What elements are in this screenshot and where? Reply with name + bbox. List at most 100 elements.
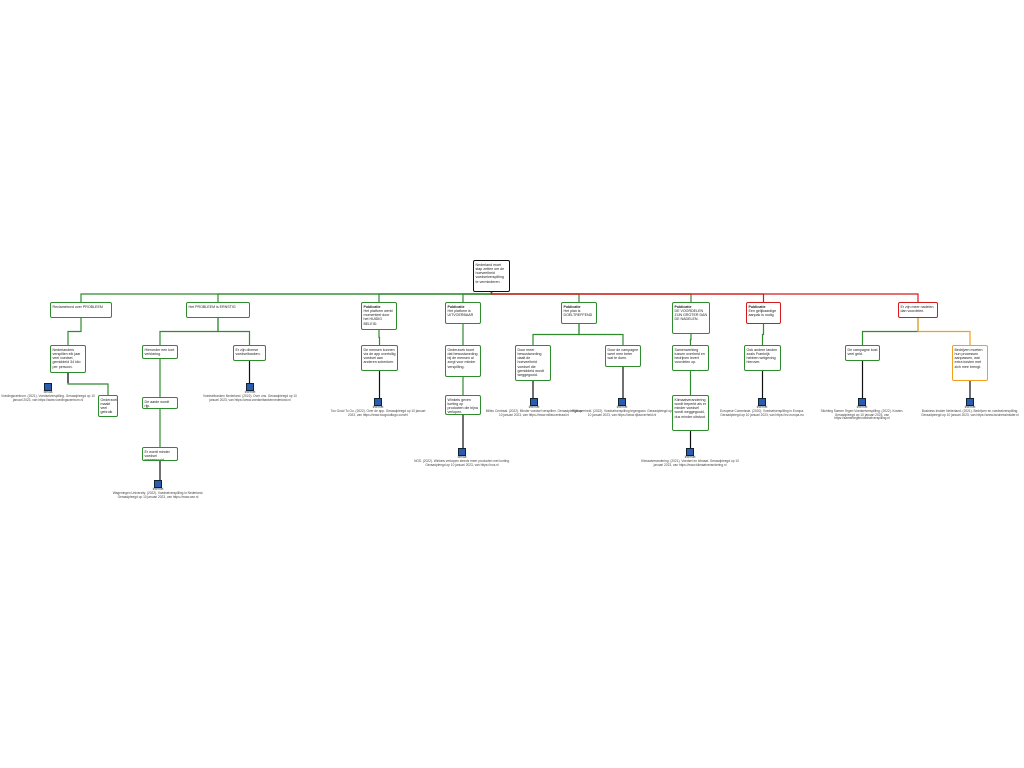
claim-text: Reclamebord over PROBLEEM	[52, 304, 103, 309]
claim-text: Samenwerking tussen overheid en bedrijve…	[674, 347, 705, 365]
source: Internet Europese Commissie. (2020). Voed…	[712, 398, 812, 417]
source-icon	[758, 398, 766, 406]
claim-box: Samenwerking tussen overheid en bedrijve…	[672, 345, 709, 371]
source-citation: Klimaatverandering. (2021). Voedsel en k…	[641, 458, 739, 467]
claim-box: Publicatie Het plan is DOELTREFFEND	[561, 302, 597, 324]
source-icon	[966, 398, 974, 406]
source-type: Internet	[856, 405, 868, 409]
claim-head: Publicatie	[447, 304, 465, 309]
connector	[490, 292, 919, 302]
claim-box: Nederland moet stap zetten om de hoeveel…	[473, 260, 510, 292]
source-type: Internet	[756, 405, 768, 409]
connector	[917, 318, 971, 345]
connector	[761, 324, 765, 345]
source: Internet Stichting Samen Tegen Voedselver…	[812, 398, 912, 421]
claim-head: Publicatie	[748, 304, 766, 309]
claim-text: Klimaatverandering wordt beperkt als er …	[674, 397, 707, 419]
claim-box: Ook andere landen zoals Frankrijk hebben…	[744, 345, 781, 371]
source-citation: Wageningen University. (2022). Voedselve…	[112, 490, 204, 499]
claim-box: Er zijn diverse voedselbanken.	[233, 345, 266, 361]
claim-text: Door meer bewustwording daalt de hoeveel…	[517, 347, 544, 378]
source-type: Internet	[244, 390, 256, 394]
source-type: Internet	[152, 487, 164, 491]
source-citation: Europese Commissie. (2020). Voedselversp…	[720, 408, 804, 417]
connector	[159, 318, 219, 345]
claim-text: Bedrijven moeten hun processen aanpassen…	[954, 347, 983, 369]
claim-text: Er zijn meer nadelen dan voordelen.	[900, 304, 934, 313]
claim-box: De mensen kunnen via de app overtollig v…	[361, 345, 398, 371]
source-icon	[44, 383, 52, 391]
connector	[462, 292, 493, 302]
claim-text: De mensen kunnen via de app overtollig v…	[363, 347, 396, 365]
claim-text: Ook andere landen zoals Frankrijk hebben…	[746, 347, 778, 365]
claim-box: Onderzoek toont dat bewustwording bij de…	[445, 345, 481, 377]
source-type: Internet	[684, 455, 696, 459]
source: Media NOS. (2022). Winkels verkopen steed…	[412, 448, 512, 467]
source-icon	[686, 448, 694, 456]
source-citation: Milieu Centraal. (2022). Minder voedsel …	[485, 408, 583, 417]
source-type: Internet	[964, 405, 976, 409]
claim-text: Een gelijkaardige aanpak is nodig	[748, 308, 777, 318]
source: Internet Too Good To Go. (2022). Over de …	[328, 398, 428, 417]
claim-text: De aarde wordt rijp.	[144, 399, 170, 408]
claim-text: Hieronder een kort verklaring.	[144, 347, 175, 356]
claim-text: Winkels geven korting op producten die b…	[447, 397, 478, 415]
source-citation: Voedselbanken Nederland. (2022). Over on…	[203, 393, 297, 402]
connector	[689, 334, 692, 345]
claim-box: Er zijn meer nadelen dan voordelen.	[898, 302, 938, 318]
source: Internet Wageningen University. (2022). V…	[108, 480, 208, 499]
source: Internet Milieu Centraal. (2022). Minder …	[484, 398, 584, 417]
source-icon	[530, 398, 538, 406]
source: Internet Klimaatverandering. (2021). Voed…	[640, 448, 740, 467]
claim-box: Door de campagne weet men beter wat te d…	[605, 345, 641, 367]
source-icon	[858, 398, 866, 406]
claim-text: Nederlanders verspillen elk jaar veel vo…	[52, 347, 81, 369]
source-icon	[374, 398, 382, 406]
connector	[217, 318, 251, 345]
source-citation: Business Insider Nederland. (2021). Bedr…	[921, 408, 1019, 417]
claim-box: De campagne kost veel geld.	[845, 345, 880, 361]
claim-box: Hieronder een kort verklaring.	[142, 345, 178, 359]
connector	[378, 330, 381, 345]
claim-box: Publicatie Het platform is UITVOERBAAR	[445, 302, 481, 324]
source-icon	[246, 383, 254, 391]
source-type: Internet	[372, 405, 384, 409]
claim-text: Er wordt minder voedsel weggegooid.	[144, 449, 170, 461]
source: Internet Rijksoverheid. (2022). Voedselve…	[572, 398, 672, 417]
claim-text: Door de campagne weet men beter wat te d…	[607, 347, 639, 361]
claim-box: Reclamebord over PROBLEEM	[50, 302, 112, 318]
claim-text: Er zijn diverse voedselbanken.	[235, 347, 261, 356]
source-type: Media	[457, 455, 467, 459]
connector	[861, 318, 919, 345]
connector	[67, 318, 82, 345]
claim-head: Publicatie	[674, 304, 692, 309]
claim-box: Publicatie Het platform werkt momenteel d…	[361, 302, 397, 330]
claim-box: De aarde wordt rijp.	[142, 397, 178, 409]
source-icon	[618, 398, 626, 406]
claim-text: Onderzoek toont dat bewustwording bij de…	[447, 347, 478, 369]
claim-box: Onderzoek maakt veel gebruik van foto's …	[98, 395, 118, 417]
source-citation: NOS. (2022). Winkels verkopen steeds mee…	[414, 458, 510, 467]
source-icon	[458, 448, 466, 456]
claim-text: De campagne kost veel geld.	[847, 347, 878, 356]
claim-box: Er wordt minder voedsel weggegooid.	[142, 447, 178, 461]
source: Media Voedingscentrum. (2021). Voedselver…	[0, 383, 98, 402]
claim-box: Winkels geven korting op producten die b…	[445, 395, 481, 415]
claim-box: Bedrijven moeten hun processen aanpassen…	[952, 345, 988, 381]
claim-box: Nederlanders verspillen elk jaar veel vo…	[50, 345, 86, 373]
claim-head: Publicatie	[363, 304, 381, 309]
source-type: Internet	[616, 405, 628, 409]
claim-text: Nederland moet stap zetten om de hoeveel…	[475, 262, 505, 284]
claim-text: Onderzoek maakt veel gebruik van foto's …	[100, 397, 118, 417]
claim-text: Het PROBLEEM is ERNSTIG	[188, 304, 236, 309]
claim-text: Het platform werkt momenteel door het HU…	[363, 308, 393, 326]
connector	[578, 324, 624, 345]
claim-text: Het platform is UITVOERBAAR	[447, 308, 474, 318]
claim-box: Publicatie Een gelijkaardige aanpak is no…	[746, 302, 781, 324]
claim-head: Publicatie	[563, 304, 581, 309]
connector	[532, 324, 580, 345]
source: Internet Voedselbanken Nederland. (2022).…	[200, 383, 300, 402]
source-icon	[154, 480, 162, 488]
